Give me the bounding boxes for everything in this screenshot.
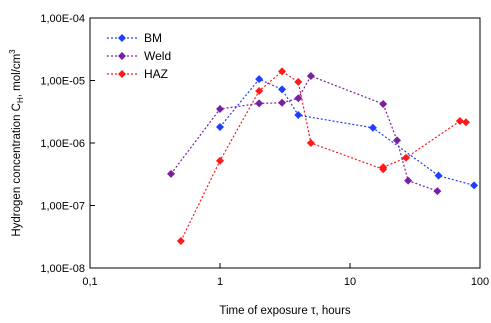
data-point bbox=[379, 163, 388, 172]
data-point bbox=[402, 153, 411, 162]
data-point bbox=[176, 237, 185, 246]
legend-label: BM bbox=[144, 31, 162, 45]
y-axis-label-unit: , mol/cm bbox=[11, 54, 23, 97]
legend-marker bbox=[118, 70, 126, 78]
x-tick-label: 10 bbox=[344, 276, 356, 288]
x-tick-label: 0,1 bbox=[82, 276, 97, 288]
data-point bbox=[216, 156, 224, 165]
plot-area bbox=[89, 17, 481, 269]
legend-item-weld: Weld bbox=[107, 49, 171, 63]
data-point bbox=[434, 171, 443, 180]
series-layer bbox=[167, 67, 479, 246]
legend-marker bbox=[118, 34, 126, 42]
x-tick-label: 1 bbox=[217, 276, 223, 288]
data-point bbox=[255, 75, 264, 84]
data-point bbox=[255, 86, 264, 95]
series-bm bbox=[216, 75, 479, 190]
data-point bbox=[393, 136, 402, 145]
data-point bbox=[379, 100, 388, 109]
legend-label: Weld bbox=[144, 49, 171, 63]
data-point bbox=[368, 123, 377, 132]
data-point bbox=[433, 187, 442, 196]
series-haz bbox=[176, 67, 470, 246]
axis-ticks: 0,1 1 10 100 1,00E-08 1,00E-07 1,00E-06 1,00E-0… bbox=[40, 13, 489, 288]
data-point bbox=[461, 118, 470, 127]
x-axis-label: Time of exposure τ, hours bbox=[219, 305, 351, 317]
data-point bbox=[216, 123, 224, 132]
y-axis-label: Hydrogen concentration CH, mol/cm3 bbox=[8, 49, 25, 237]
legend-marker bbox=[118, 52, 126, 60]
data-point bbox=[278, 67, 287, 76]
data-point bbox=[294, 94, 303, 103]
y-axis-label-superscript: 3 bbox=[8, 49, 17, 54]
legend-label: HAZ bbox=[144, 67, 168, 81]
data-point bbox=[216, 104, 224, 113]
series-line bbox=[170, 75, 438, 192]
data-point bbox=[278, 98, 287, 107]
data-point bbox=[306, 139, 315, 147]
data-point bbox=[455, 116, 464, 125]
series-weld bbox=[167, 72, 442, 196]
data-point bbox=[470, 181, 479, 190]
y-tick-label: 1,00E-08 bbox=[40, 263, 85, 275]
data-point bbox=[167, 169, 176, 178]
data-point bbox=[294, 77, 303, 86]
y-axis-label-subscript: H bbox=[16, 97, 25, 103]
legend: BM Weld HAZ bbox=[107, 31, 171, 81]
data-point bbox=[278, 85, 287, 94]
y-axis-label-main: Hydrogen concentration C bbox=[11, 103, 23, 237]
data-point bbox=[294, 111, 303, 120]
y-tick-label: 1,00E-07 bbox=[40, 201, 85, 213]
data-point bbox=[404, 176, 413, 185]
data-point bbox=[255, 99, 264, 108]
data-point bbox=[306, 72, 315, 81]
x-tick-label: 100 bbox=[471, 276, 489, 288]
y-tick-label: 1,00E-05 bbox=[40, 76, 85, 88]
legend-item-bm: BM bbox=[107, 31, 162, 45]
y-tick-label: 1,00E-06 bbox=[40, 138, 85, 150]
legend-item-haz: HAZ bbox=[107, 67, 168, 81]
y-tick-label: 1,00E-04 bbox=[40, 13, 85, 25]
